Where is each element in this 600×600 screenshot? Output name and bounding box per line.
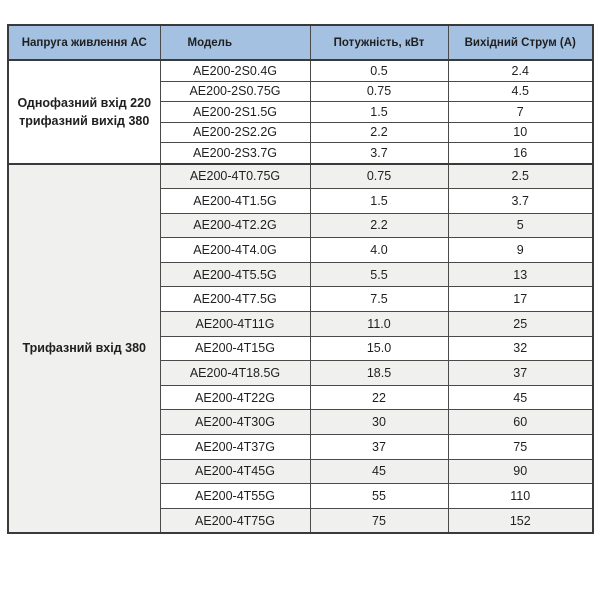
spec-table: Напруга живлення АС Модель Потужність, к… <box>7 24 594 535</box>
current-cell: 9 <box>447 237 594 263</box>
current-cell: 37 <box>447 360 594 386</box>
power-cell: 3.7 <box>309 142 449 164</box>
current-cell: 45 <box>447 384 594 411</box>
model-cell: AE200-4T18.5G <box>159 360 311 386</box>
table-row: AE200-4T37G 37 75 <box>8 434 594 460</box>
current-cell: 13 <box>447 261 594 288</box>
table-row: AE200-2S2.2G 2.2 10 <box>8 121 594 143</box>
power-cell: 1.5 <box>309 188 449 214</box>
table-row: AE200-4T75G 75 152 <box>8 507 594 534</box>
model-cell: AE200-2S3.7G <box>159 142 311 164</box>
current-cell: 90 <box>447 458 594 485</box>
power-cell: 2.2 <box>309 121 449 143</box>
table-row: AE200-2S3.7G 3.7 16 <box>8 142 594 164</box>
group-label-line: Трифазний вхід 380 <box>22 341 147 356</box>
table-row: AE200-4T15G 15.0 32 <box>8 335 594 362</box>
table-row: AE200-2S1.5G 1.5 7 <box>8 101 594 123</box>
power-cell: 1.5 <box>309 101 449 123</box>
model-cell: AE200-4T4.0G <box>159 237 311 263</box>
header-power: Потужність, кВт <box>309 24 449 61</box>
table-row: AE200-4T11G 11.0 25 <box>8 311 594 337</box>
group-label-single-phase: Однофазний вхід 220 трифазний вихід 380 <box>7 59 161 164</box>
model-cell: AE200-4T11G <box>159 311 311 337</box>
current-cell: 75 <box>447 434 594 460</box>
current-cell: 4.5 <box>447 80 594 102</box>
model-cell: AE200-2S0.75G <box>159 80 311 102</box>
table-row: AE200-4T22G 22 45 <box>8 384 594 411</box>
current-cell: 17 <box>447 286 594 313</box>
group-label-line: Однофазний вхід 220 <box>17 95 152 110</box>
power-cell: 4.0 <box>309 237 449 263</box>
header-model: Модель <box>159 24 311 61</box>
model-cell: AE200-4T30G <box>159 409 311 436</box>
power-cell: 0.75 <box>309 162 449 190</box>
current-cell: 3.7 <box>447 188 594 214</box>
current-cell: 110 <box>447 483 594 509</box>
current-cell: 7 <box>447 101 594 123</box>
group-label-line: трифазний вихід 380 <box>19 113 150 128</box>
model-cell: AE200-2S2.2G <box>159 121 311 143</box>
table-row: AE200-2S0.75G 0.75 4.5 <box>8 80 594 102</box>
table-row: Однофазний вхід 220 трифазний вихід 380 … <box>7 59 594 164</box>
power-cell: 18.5 <box>309 360 449 386</box>
model-cell: AE200-4T45G <box>159 458 311 485</box>
current-cell: 5 <box>447 212 594 239</box>
header-output-current: Вихідний Струм (А) <box>447 24 594 61</box>
model-cell: AE200-4T75G <box>159 507 311 534</box>
table-row: AE200-4T7.5G 7.5 17 <box>8 286 594 313</box>
table-row: AE200-4T18.5G 18.5 37 <box>8 360 594 386</box>
model-cell: AE200-4T2.2G <box>159 212 311 239</box>
power-cell: 15.0 <box>309 335 449 362</box>
current-cell: 60 <box>447 409 594 436</box>
power-cell: 22 <box>309 384 449 411</box>
header-supply-voltage: Напруга живлення АС <box>7 24 161 61</box>
model-cell: AE200-4T5.5G <box>159 261 311 288</box>
current-cell: 32 <box>447 335 594 362</box>
power-cell: 0.75 <box>309 80 449 102</box>
model-cell: AE200-4T7.5G <box>159 286 311 313</box>
table-row: AE200-4T5.5G 5.5 13 <box>8 261 594 288</box>
table-row: AE200-4T55G 55 110 <box>8 483 594 509</box>
model-cell: AE200-2S1.5G <box>159 101 311 123</box>
table-row: AE200-4T30G 30 60 <box>8 409 594 436</box>
model-cell: AE200-4T1.5G <box>159 188 311 214</box>
power-cell: 0.5 <box>309 59 449 82</box>
current-cell: 25 <box>447 311 594 337</box>
current-cell: 152 <box>447 507 594 534</box>
current-cell: 10 <box>447 121 594 143</box>
power-cell: 75 <box>309 507 449 534</box>
model-cell: AE200-4T22G <box>159 384 311 411</box>
model-cell: AE200-2S0.4G <box>159 59 311 82</box>
model-cell: AE200-4T37G <box>159 434 311 460</box>
header-row: Напруга живлення АС Модель Потужність, к… <box>7 24 594 61</box>
power-cell: 11.0 <box>309 311 449 337</box>
current-cell: 2.5 <box>447 162 594 190</box>
power-cell: 7.5 <box>309 286 449 313</box>
power-cell: 30 <box>309 409 449 436</box>
power-cell: 2.2 <box>309 212 449 239</box>
table-row: AE200-4T4.0G 4.0 9 <box>8 237 594 263</box>
power-cell: 37 <box>309 434 449 460</box>
group-label-three-phase: Трифазний вхід 380 <box>7 162 161 534</box>
model-cell: AE200-4T15G <box>159 335 311 362</box>
power-cell: 5.5 <box>309 261 449 288</box>
table-row: Трифазний вхід 380 AE200-4T0.75G 0.75 2.… <box>7 162 594 534</box>
model-cell: AE200-4T55G <box>159 483 311 509</box>
power-cell: 55 <box>309 483 449 509</box>
power-cell: 45 <box>309 458 449 485</box>
current-cell: 2.4 <box>447 59 594 82</box>
model-cell: AE200-4T0.75G <box>159 162 311 190</box>
current-cell: 16 <box>447 142 594 164</box>
